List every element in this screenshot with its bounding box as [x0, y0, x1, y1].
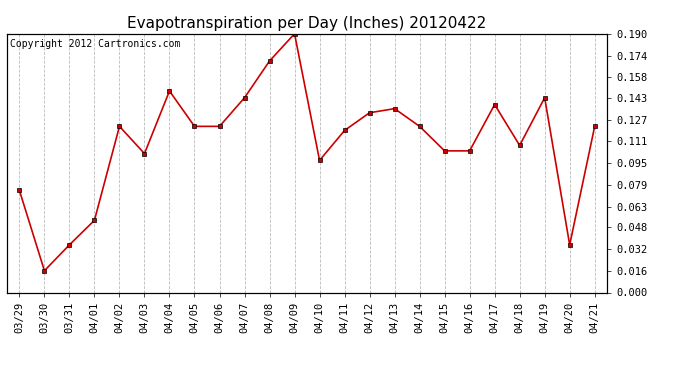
Title: Evapotranspiration per Day (Inches) 20120422: Evapotranspiration per Day (Inches) 2012… [128, 16, 486, 31]
Text: Copyright 2012 Cartronics.com: Copyright 2012 Cartronics.com [10, 39, 180, 49]
